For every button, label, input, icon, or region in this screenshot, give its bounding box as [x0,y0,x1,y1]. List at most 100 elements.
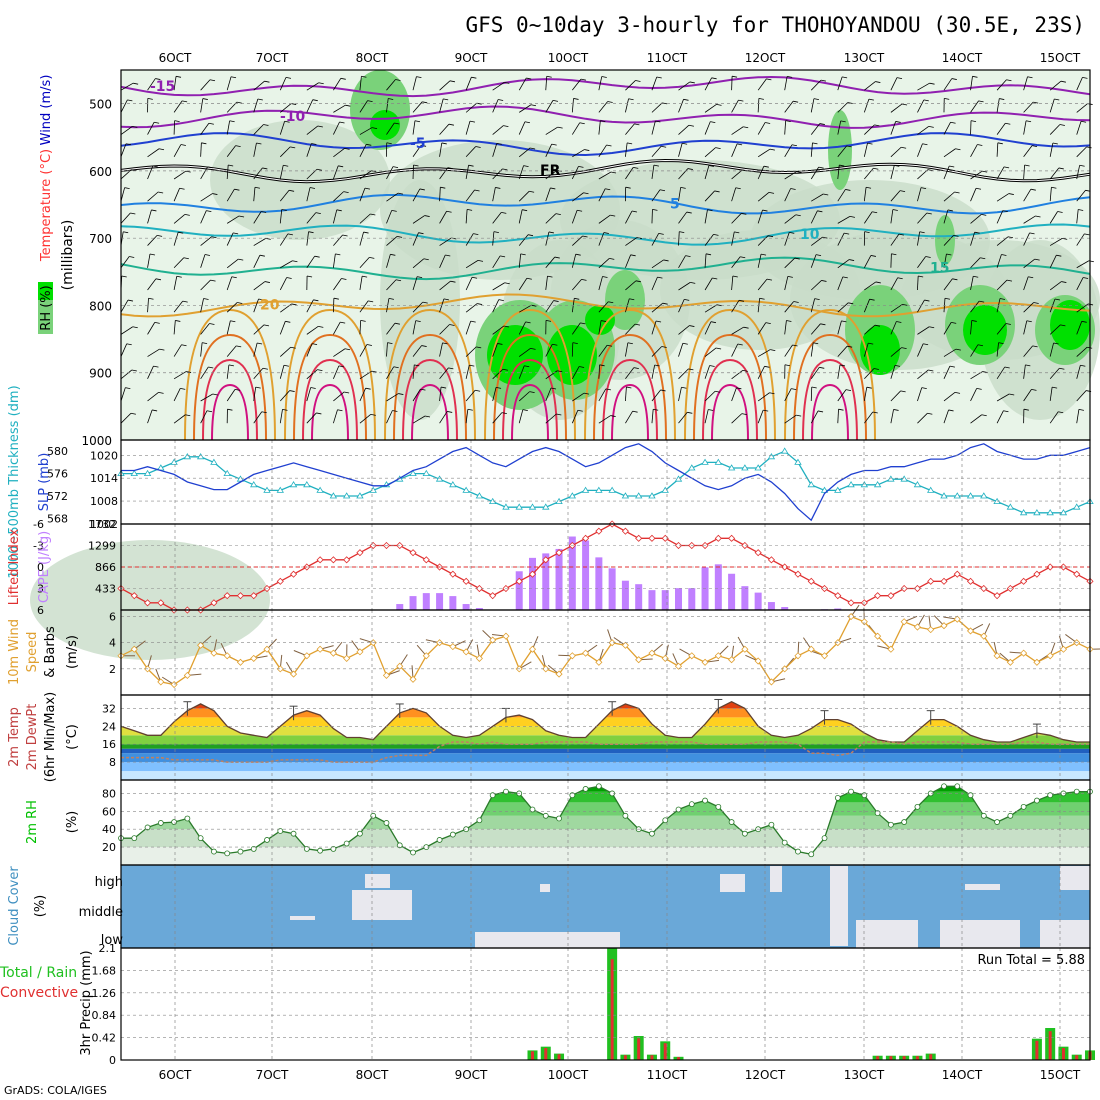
wind-barb-flag [468,164,474,167]
wind-barb [837,389,847,402]
rh2m-series-point [542,812,549,819]
wind-barb [890,277,899,291]
wind-barb [890,233,900,246]
wind-barb-flag [370,413,376,416]
wind-barb-flag [713,234,719,236]
wind-barb [996,123,1006,135]
wind-barb [1023,164,1026,180]
temperature-contour-lobe [202,358,258,441]
wind-barb-flag [948,409,954,412]
li-tick-label: 0 [37,561,44,574]
wind-barb [1023,188,1032,202]
wind-speed-series-point [635,656,643,664]
wind-barb [173,414,186,424]
wind-barb [890,165,895,180]
wind-barb-flag [263,324,270,327]
wind-barb-flag [365,387,371,390]
rh-band [121,815,1090,830]
wind-barb [1049,142,1054,157]
rh2m-series-point [556,815,562,822]
wind-barb [678,168,689,180]
rh-moist-shade [828,110,852,190]
wind-barb [678,81,691,91]
temperature-contour-label: FR [540,163,561,179]
wind-barb [359,344,368,357]
wind-barb-flag [892,209,898,211]
wind-barb-flag [977,344,984,347]
wind-barb-flag [980,257,986,260]
wind-barb [571,410,579,424]
rh2m-series-point [914,803,921,810]
wind-speed-series-point [1033,658,1041,666]
wind-barb [439,123,450,135]
wind-barb [784,76,788,91]
wind-barb-flag [147,97,153,100]
wind-barb [465,121,471,135]
temp-band [121,753,1090,763]
wind-barb-flag [158,191,164,194]
wind-barb-flag [660,389,666,392]
wind-barb [519,304,532,313]
wind-barb [810,166,820,180]
wind-barb [306,212,317,224]
cape-bar [409,596,417,610]
cape-bar [661,590,669,610]
wind-barb [306,255,315,269]
wind-barb-flag [553,300,559,302]
wind-barb-flag [208,366,214,369]
wind-barb-flag [979,300,985,303]
wind-barb-flag [228,164,234,167]
wind-barb-flag [314,255,320,258]
rh2m-series-point [954,783,961,790]
wind-barb-flag [236,345,242,348]
wind-barb-flag [313,299,319,302]
wind-barb-flag [555,213,561,216]
lifted-index-series-point [754,549,762,557]
wind-barb [147,191,159,202]
cape-bar [675,588,683,610]
wind-barb [173,371,187,380]
rh2m-series-point [967,792,974,799]
wind-barb-flag [443,298,449,301]
wind-barb-flag [124,187,130,190]
temp-band [121,701,1090,709]
wind-barb-flag [688,368,694,371]
wind-barb [810,210,818,224]
wind-barb [864,211,873,224]
wind-barb-flag [317,369,323,371]
slp-tick-label: 1020 [90,449,118,462]
wind-barb [200,193,213,202]
x-tick-label-bottom: 9OCT [455,1068,488,1082]
wind-barb [545,370,558,380]
lifted-index-series-point [143,599,152,607]
thickness-series-point [834,486,842,493]
wind-barb-flag [821,280,827,282]
wind-speed-series-point [356,648,364,656]
wind-barb [279,365,285,379]
wind-speed-series-point [276,665,284,673]
lifted-index-series-point [475,584,483,593]
wind-barb [359,257,370,269]
cape-bar [396,604,404,610]
wind-barb-flag [446,210,452,213]
lifted-index-series-point [210,599,218,607]
wind-barb [678,99,684,113]
wind-barb-flag [318,82,324,85]
wind-barb [412,258,425,269]
wind-barb-flag [794,257,800,260]
wind-barb [598,364,600,379]
wind-barb [731,143,738,157]
wind-barb [1023,120,1027,135]
wind-barb [651,259,664,269]
wind-barb-flag [895,121,901,123]
thickness-series-point [303,481,311,488]
wind-barb-flag [229,120,235,123]
thickness-series-point [316,486,324,493]
wind-barb-flag [130,412,136,415]
wind-speed-series-point [289,670,298,678]
temperature-series [120,700,1090,743]
wind-barb [678,412,688,424]
wind-barb [996,142,999,157]
wind-barb [731,99,739,113]
wind-barb-flag [762,209,768,212]
